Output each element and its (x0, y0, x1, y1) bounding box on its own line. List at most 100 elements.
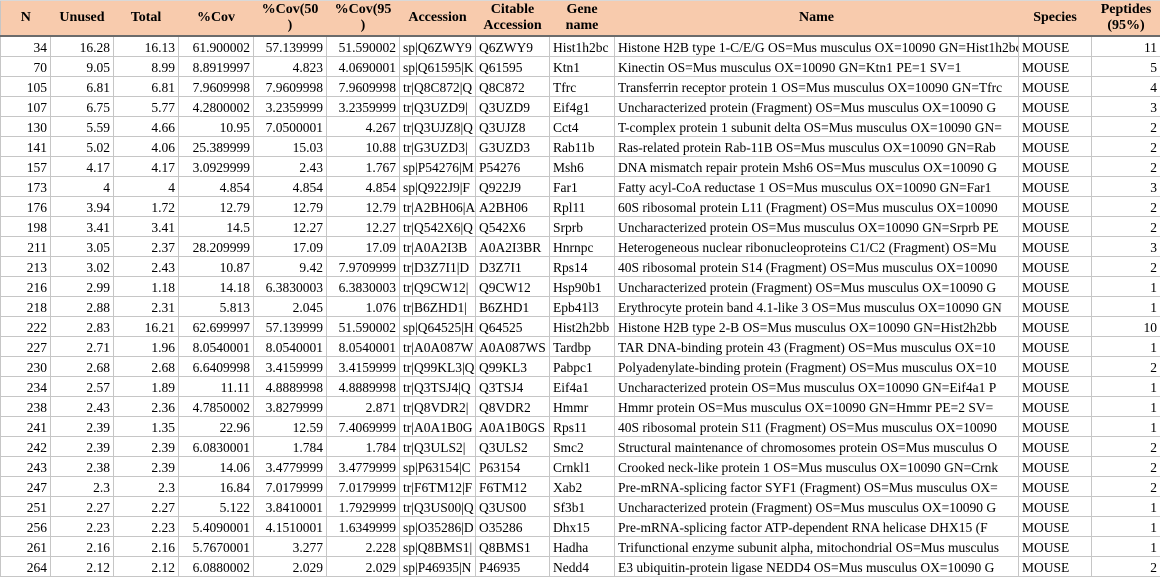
cell-accession[interactable]: tr|A0A1B0G (399, 416, 476, 437)
cell-name[interactable]: Uncharacterized protein (Fragment) OS=Mu… (614, 276, 1019, 297)
cell-gene-name[interactable]: Tfrc (549, 76, 615, 97)
cell-cov[interactable]: 12.79 (178, 196, 254, 217)
cell-name[interactable]: Histone H2B type 2-B OS=Mus musculus OX=… (614, 316, 1019, 337)
cell-cov[interactable]: 28.209999 (178, 236, 254, 257)
cell-total[interactable]: 1.35 (113, 416, 179, 437)
cell-gene-name[interactable]: Msh6 (549, 156, 615, 177)
cell-cov[interactable]: 5.7670001 (178, 536, 254, 557)
cell-total[interactable]: 2.3 (113, 476, 179, 497)
header-cell-peptides-95[interactable]: Peptides (95%) (1091, 0, 1160, 37)
cell-n[interactable]: 198 (0, 216, 51, 237)
cell-unused[interactable]: 2.23 (50, 516, 114, 537)
cell-species[interactable]: MOUSE (1018, 456, 1092, 477)
cell-cov[interactable]: 4.2800002 (178, 96, 254, 117)
cell-total[interactable]: 2.12 (113, 556, 179, 577)
cell-total[interactable]: 16.13 (113, 36, 179, 57)
header-cell-cov[interactable]: %Cov (178, 0, 254, 37)
cell-unused[interactable]: 9.05 (50, 56, 114, 77)
cell-cov95[interactable]: 10.88 (326, 136, 400, 157)
cell-cov95[interactable]: 2.871 (326, 396, 400, 417)
cell-name[interactable]: Uncharacterized protein (Fragment) OS=Mu… (614, 496, 1019, 517)
cell-peptides-95[interactable]: 2 (1091, 196, 1160, 217)
cell-cov95[interactable]: 4.854 (326, 176, 400, 197)
cell-unused[interactable]: 5.59 (50, 116, 114, 137)
cell-unused[interactable]: 3.94 (50, 196, 114, 217)
cell-gene-name[interactable]: Eif4g1 (549, 96, 615, 117)
cell-peptides-95[interactable]: 2 (1091, 156, 1160, 177)
cell-gene-name[interactable]: Hist1h2bc (549, 36, 615, 57)
cell-accession[interactable]: tr|A0A087W (399, 336, 476, 357)
cell-cov50[interactable]: 7.0179999 (253, 476, 327, 497)
cell-n[interactable]: 241 (0, 416, 51, 437)
cell-n[interactable]: 247 (0, 476, 51, 497)
cell-cov50[interactable]: 15.03 (253, 136, 327, 157)
cell-species[interactable]: MOUSE (1018, 556, 1092, 577)
cell-peptides-95[interactable]: 2 (1091, 556, 1160, 577)
cell-n[interactable]: 176 (0, 196, 51, 217)
cell-n[interactable]: 243 (0, 456, 51, 477)
header-cell-n[interactable]: N (0, 0, 51, 37)
cell-unused[interactable]: 2.39 (50, 436, 114, 457)
cell-peptides-95[interactable]: 2 (1091, 116, 1160, 137)
cell-cov50[interactable]: 12.59 (253, 416, 327, 437)
cell-gene-name[interactable]: Hist2h2bb (549, 316, 615, 337)
cell-n[interactable]: 218 (0, 296, 51, 317)
cell-total[interactable]: 2.27 (113, 496, 179, 517)
cell-name[interactable]: Transferrin receptor protein 1 OS=Mus mu… (614, 76, 1019, 97)
cell-cov95[interactable]: 1.784 (326, 436, 400, 457)
cell-cov[interactable]: 62.699997 (178, 316, 254, 337)
cell-accession[interactable]: tr|Q542X6|Q (399, 216, 476, 237)
cell-cov50[interactable]: 4.854 (253, 176, 327, 197)
cell-accession[interactable]: tr|A0A2I3B (399, 236, 476, 257)
cell-n[interactable]: 213 (0, 256, 51, 277)
cell-cov95[interactable]: 51.590002 (326, 36, 400, 57)
cell-total[interactable]: 4.17 (113, 156, 179, 177)
cell-total[interactable]: 2.31 (113, 296, 179, 317)
cell-unused[interactable]: 2.27 (50, 496, 114, 517)
cell-cov50[interactable]: 4.8889998 (253, 376, 327, 397)
cell-accession[interactable]: sp|O35286|D (399, 516, 476, 537)
cell-n[interactable]: 157 (0, 156, 51, 177)
cell-unused[interactable]: 2.99 (50, 276, 114, 297)
cell-unused[interactable]: 2.3 (50, 476, 114, 497)
cell-total[interactable]: 2.39 (113, 436, 179, 457)
cell-species[interactable]: MOUSE (1018, 376, 1092, 397)
cell-gene-name[interactable]: Ktn1 (549, 56, 615, 77)
cell-citable-accession[interactable]: A2BH06 (475, 196, 550, 217)
cell-gene-name[interactable]: Epb41l3 (549, 296, 615, 317)
header-cell-name[interactable]: Name (614, 0, 1019, 37)
cell-n[interactable]: 227 (0, 336, 51, 357)
cell-name[interactable]: E3 ubiquitin-protein ligase NEDD4 OS=Mus… (614, 556, 1019, 577)
cell-species[interactable]: MOUSE (1018, 56, 1092, 77)
cell-cov50[interactable]: 12.27 (253, 216, 327, 237)
cell-peptides-95[interactable]: 10 (1091, 316, 1160, 337)
cell-gene-name[interactable]: Crnkl1 (549, 456, 615, 477)
cell-name[interactable]: Crooked neck-like protein 1 OS=Mus muscu… (614, 456, 1019, 477)
cell-cov[interactable]: 25.389999 (178, 136, 254, 157)
cell-peptides-95[interactable]: 1 (1091, 496, 1160, 517)
cell-cov[interactable]: 14.06 (178, 456, 254, 477)
cell-cov50[interactable]: 17.09 (253, 236, 327, 257)
cell-cov[interactable]: 10.87 (178, 256, 254, 277)
cell-n[interactable]: 264 (0, 556, 51, 577)
cell-cov50[interactable]: 2.045 (253, 296, 327, 317)
cell-total[interactable]: 5.77 (113, 96, 179, 117)
cell-citable-accession[interactable]: Q61595 (475, 56, 550, 77)
cell-n[interactable]: 261 (0, 536, 51, 557)
cell-n[interactable]: 130 (0, 116, 51, 137)
cell-cov50[interactable]: 8.0540001 (253, 336, 327, 357)
cell-species[interactable]: MOUSE (1018, 216, 1092, 237)
cell-n[interactable]: 230 (0, 356, 51, 377)
header-cell-unused[interactable]: Unused (50, 0, 114, 37)
cell-name[interactable]: Uncharacterized protein OS=Mus musculus … (614, 216, 1019, 237)
cell-gene-name[interactable]: Smc2 (549, 436, 615, 457)
cell-peptides-95[interactable]: 2 (1091, 136, 1160, 157)
cell-cov95[interactable]: 1.7929999 (326, 496, 400, 517)
cell-cov50[interactable]: 1.784 (253, 436, 327, 457)
cell-cov95[interactable]: 3.2359999 (326, 96, 400, 117)
cell-n[interactable]: 70 (0, 56, 51, 77)
cell-peptides-95[interactable]: 1 (1091, 276, 1160, 297)
cell-accession[interactable]: tr|A2BH06|A (399, 196, 476, 217)
cell-n[interactable]: 238 (0, 396, 51, 417)
cell-citable-accession[interactable]: P46935 (475, 556, 550, 577)
